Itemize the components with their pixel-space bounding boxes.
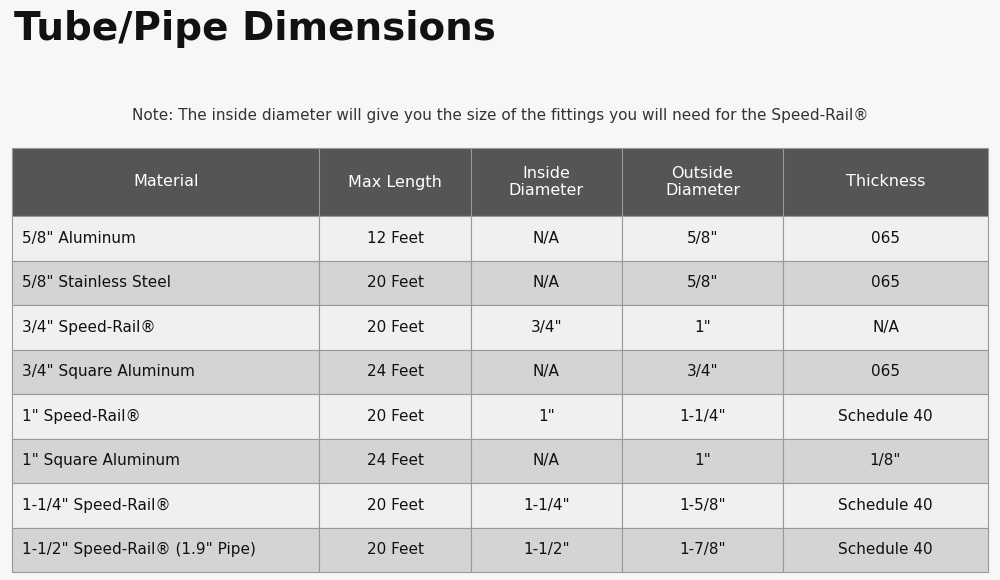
Text: 1-5/8": 1-5/8" [679, 498, 726, 513]
Bar [319, 350, 471, 394]
Bar [622, 527, 783, 572]
Bar [783, 350, 988, 394]
Text: Schedule 40: Schedule 40 [838, 498, 933, 513]
Text: 1-1/4": 1-1/4" [679, 409, 726, 424]
Text: 5/8" Aluminum: 5/8" Aluminum [22, 231, 136, 246]
Bar [783, 438, 988, 483]
Bar [319, 305, 471, 350]
Bar [471, 216, 622, 260]
Text: 24 Feet: 24 Feet [367, 364, 424, 379]
Text: 065: 065 [871, 276, 900, 290]
Bar [12, 438, 319, 483]
Text: N/A: N/A [533, 453, 560, 468]
Bar [622, 483, 783, 527]
Bar [622, 148, 783, 216]
Text: 1-1/2" Speed-Rail® (1.9" Pipe): 1-1/2" Speed-Rail® (1.9" Pipe) [22, 542, 256, 557]
Bar [471, 438, 622, 483]
Bar [783, 216, 988, 260]
Bar [783, 305, 988, 350]
Text: 3/4": 3/4" [687, 364, 718, 379]
Bar [622, 438, 783, 483]
Text: 5/8": 5/8" [687, 231, 718, 246]
Text: 1/8": 1/8" [870, 453, 901, 468]
Text: 1": 1" [694, 320, 711, 335]
Text: 065: 065 [871, 364, 900, 379]
Bar [471, 305, 622, 350]
Bar [319, 438, 471, 483]
Text: Outside
Diameter: Outside Diameter [665, 166, 740, 198]
Text: Max Length: Max Length [348, 175, 442, 190]
Bar [12, 350, 319, 394]
Bar [622, 394, 783, 438]
Text: 12 Feet: 12 Feet [367, 231, 424, 246]
Text: 1-7/8": 1-7/8" [679, 542, 726, 557]
Text: 1": 1" [538, 409, 555, 424]
Text: 1": 1" [694, 453, 711, 468]
Text: 5/8": 5/8" [687, 276, 718, 290]
Bar [319, 483, 471, 527]
Bar [319, 394, 471, 438]
Text: Material: Material [133, 175, 198, 190]
Bar [783, 394, 988, 438]
Bar [471, 350, 622, 394]
Text: N/A: N/A [533, 231, 560, 246]
Text: Schedule 40: Schedule 40 [838, 542, 933, 557]
Text: N/A: N/A [872, 320, 899, 335]
Bar [471, 394, 622, 438]
Bar [12, 260, 319, 305]
Text: Schedule 40: Schedule 40 [838, 409, 933, 424]
Bar [783, 527, 988, 572]
Text: 20 Feet: 20 Feet [367, 498, 424, 513]
Bar [471, 148, 622, 216]
Text: 20 Feet: 20 Feet [367, 276, 424, 290]
Bar [471, 260, 622, 305]
Bar [783, 148, 988, 216]
Bar [12, 148, 319, 216]
Bar [471, 483, 622, 527]
Text: Thickness: Thickness [846, 175, 925, 190]
Bar [622, 305, 783, 350]
Bar [319, 216, 471, 260]
Text: Inside
Diameter: Inside Diameter [509, 166, 584, 198]
Text: 3/4" Speed-Rail®: 3/4" Speed-Rail® [22, 320, 156, 335]
Text: 1-1/4": 1-1/4" [523, 498, 570, 513]
Text: 1-1/2": 1-1/2" [523, 542, 570, 557]
Text: 20 Feet: 20 Feet [367, 409, 424, 424]
Bar [12, 394, 319, 438]
Text: 5/8" Stainless Steel: 5/8" Stainless Steel [22, 276, 171, 290]
Bar [319, 148, 471, 216]
Text: 1" Speed-Rail®: 1" Speed-Rail® [22, 409, 141, 424]
Text: 3/4": 3/4" [531, 320, 562, 335]
Bar [12, 527, 319, 572]
Text: Tube/Pipe Dimensions: Tube/Pipe Dimensions [14, 10, 496, 48]
Text: 3/4" Square Aluminum: 3/4" Square Aluminum [22, 364, 195, 379]
Text: N/A: N/A [533, 276, 560, 290]
Bar [783, 260, 988, 305]
Bar [12, 483, 319, 527]
Bar [319, 260, 471, 305]
Text: 24 Feet: 24 Feet [367, 453, 424, 468]
Bar [622, 260, 783, 305]
Text: N/A: N/A [533, 364, 560, 379]
Text: Note: The inside diameter will give you the size of the fittings you will need f: Note: The inside diameter will give you … [132, 108, 868, 123]
Text: 20 Feet: 20 Feet [367, 320, 424, 335]
Bar [783, 483, 988, 527]
Bar [622, 350, 783, 394]
Text: 20 Feet: 20 Feet [367, 542, 424, 557]
Bar [471, 527, 622, 572]
Text: 1-1/4" Speed-Rail®: 1-1/4" Speed-Rail® [22, 498, 171, 513]
Text: 1" Square Aluminum: 1" Square Aluminum [22, 453, 180, 468]
Bar [622, 216, 783, 260]
Bar [12, 305, 319, 350]
Bar [12, 216, 319, 260]
Text: 065: 065 [871, 231, 900, 246]
Bar [319, 527, 471, 572]
